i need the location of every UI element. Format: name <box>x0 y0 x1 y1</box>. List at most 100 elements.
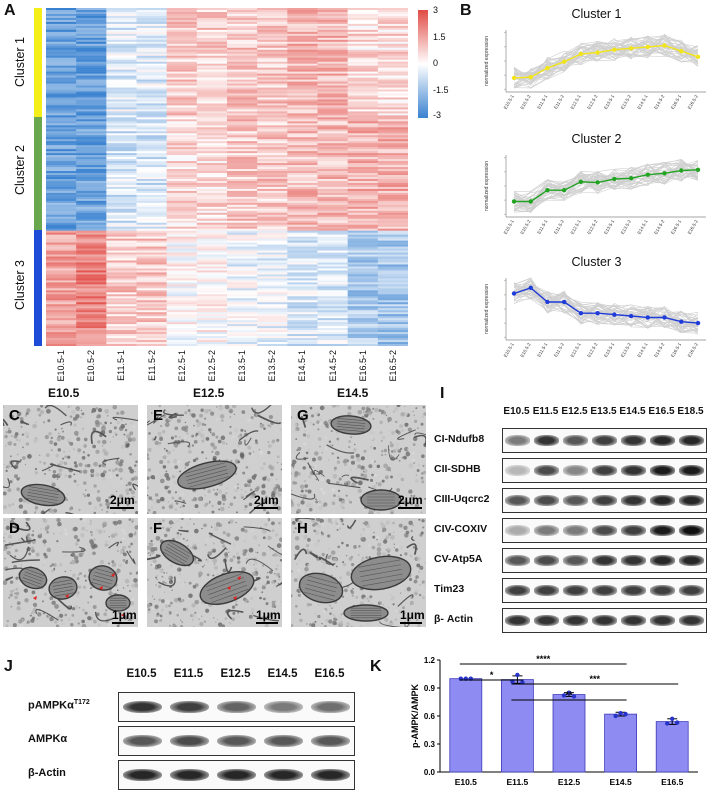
em-image-c <box>3 405 138 514</box>
scale-label-h: 1μm <box>400 608 425 622</box>
em-col-title-e14.5: E14.5 <box>337 386 369 400</box>
legend-tick-neg3: -3 <box>433 110 442 120</box>
trend-xlabel: E16.5-1 <box>670 94 682 111</box>
trend-point <box>695 167 701 172</box>
blot-strip <box>502 578 707 603</box>
trend-xlabel: E13.5-2 <box>620 342 632 359</box>
bar-E14.5 <box>604 713 637 773</box>
blot-band <box>169 768 210 782</box>
trend-ylabel: normalized expression <box>484 36 490 86</box>
blot-strip <box>118 692 355 722</box>
em-texture <box>3 518 138 627</box>
significance-label: **** <box>536 654 551 664</box>
trend-xlabel: E10.5-1 <box>503 94 515 111</box>
scale-label-d: 1μm <box>112 608 137 622</box>
blot-band <box>310 768 351 782</box>
y-axis-label: p-AMPK/AMPK <box>410 684 420 748</box>
blot-band <box>563 585 588 596</box>
trend-xlabel: E14.5-2 <box>653 219 665 236</box>
blot-band <box>563 495 588 506</box>
panel-label-i: I <box>440 385 445 402</box>
blot-band <box>534 585 559 596</box>
blot-strip <box>502 428 707 453</box>
trend-xlabel: E13.5-2 <box>620 94 632 111</box>
blot-band <box>621 465 646 476</box>
blot-strip <box>502 608 707 633</box>
data-point <box>571 694 577 699</box>
trend-point <box>561 299 567 305</box>
trend-point <box>645 44 651 50</box>
trend-point <box>595 50 600 55</box>
blot-band <box>592 435 617 446</box>
blot-row-label: β-Actin <box>28 767 66 779</box>
blot-band <box>263 700 304 714</box>
blot-band <box>650 585 675 596</box>
blot-stage-label: E14.5 <box>619 406 646 417</box>
data-point <box>613 713 618 719</box>
heatmap-sample-label: E14.5-2 <box>327 350 338 382</box>
blot-band <box>679 435 704 446</box>
blot-strip <box>118 760 355 790</box>
blot-band <box>621 615 646 626</box>
blot-band <box>592 465 617 476</box>
scale-label-e: 2μm <box>254 493 279 507</box>
blot-band <box>679 465 704 476</box>
blot-strip <box>502 518 707 543</box>
panel-label-h: H <box>297 520 308 537</box>
panel-label-a: A <box>4 2 16 19</box>
legend-tick-3: 3 <box>433 5 439 15</box>
western-blot-j: E10.5 E11.5 E12.5 E14.5 E16.5 pAMPKαT172 AMPKα… <box>0 660 370 790</box>
y-tick-label: 0.3 <box>424 740 436 749</box>
blot-band <box>505 465 530 476</box>
trend-xlabel: E12.5-2 <box>586 342 598 359</box>
trend-xlabel: E14.5-2 <box>653 94 665 111</box>
trend-point <box>578 179 584 184</box>
trend-xlabel: E11.5-1 <box>536 219 548 235</box>
blot-band <box>592 615 617 626</box>
trend-plot-title: Cluster 2 <box>571 132 622 146</box>
blot-band <box>650 495 675 506</box>
heatmap-sample-label: E13.5-1 <box>237 350 248 382</box>
panel-label-b: B <box>460 2 472 19</box>
trend-point <box>511 199 517 204</box>
panel-label-d: D <box>9 520 20 537</box>
blot-band <box>534 525 559 536</box>
legend-tick-neg1.5: -1.5 <box>433 85 449 95</box>
blot-band <box>621 585 646 596</box>
blot-band <box>263 734 304 748</box>
trend-xlabel: E13.5-1 <box>603 219 615 236</box>
blot-band <box>679 585 704 596</box>
red-arrow-marker <box>237 576 241 580</box>
em-texture <box>291 518 426 627</box>
scale-bar-d <box>112 622 134 624</box>
legend-tick-1.5: 1.5 <box>433 32 446 42</box>
data-point <box>675 720 680 725</box>
trend-xlabel: E11.5-2 <box>553 94 565 110</box>
trend-point <box>561 59 567 64</box>
trend-point <box>595 180 600 185</box>
trend-xlabel: E12.5-1 <box>570 342 582 359</box>
trend-ylabel: normalized expression <box>484 161 490 211</box>
blot-band <box>679 615 704 626</box>
heatmap-sample-label: E13.5-2 <box>267 350 278 382</box>
x-tick-label: E11.5 <box>507 777 529 787</box>
data-point <box>623 711 628 717</box>
blot-stage-label: E11.5 <box>173 668 204 680</box>
trend-point <box>578 311 584 316</box>
panel-label-j: J <box>4 658 13 675</box>
trend-point <box>628 313 634 319</box>
blot-band <box>563 465 588 476</box>
expression-heatmap <box>46 8 408 346</box>
em-image-e <box>147 405 282 514</box>
legend-tick-0: 0 <box>433 58 439 68</box>
blot-strip <box>118 726 355 756</box>
blot-band <box>216 734 257 748</box>
blot-stage-label: E12.5 <box>561 406 588 417</box>
blot-stage-label: E16.5 <box>648 406 675 417</box>
blot-band <box>621 495 646 506</box>
blot-row-label: β- Actin <box>434 612 474 625</box>
blot-band <box>505 435 530 446</box>
blot-row-label: CI-Ndufb8 <box>434 432 485 445</box>
trend-xlabel: E12.5-1 <box>570 94 582 111</box>
blot-row-label: pAMPKαT172 <box>28 699 90 712</box>
